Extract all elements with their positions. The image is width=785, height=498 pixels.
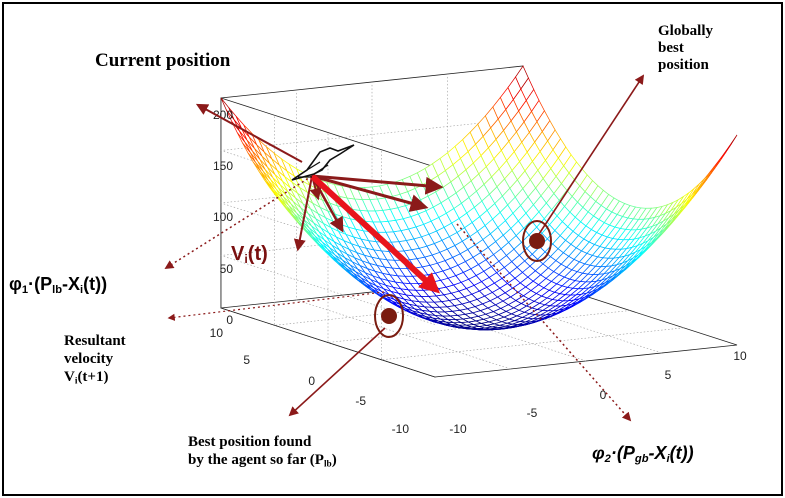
phi2-mid: ·(P xyxy=(610,443,635,463)
x-grid-1 xyxy=(371,82,587,362)
arrow-phi-gb xyxy=(311,174,444,195)
global-best-marker-dot xyxy=(529,233,545,249)
best-found-text: by the agent so far (P xyxy=(188,452,324,468)
surface-mesh xyxy=(220,65,738,331)
arrow-to-current-label xyxy=(195,103,303,163)
resultant-velocity-arrow xyxy=(309,173,441,294)
velocity-label: Vi(t) xyxy=(231,243,268,266)
resultant-sub: i xyxy=(74,376,78,387)
phi2-end: (t)) xyxy=(669,443,694,463)
arrow-down-right xyxy=(310,175,344,233)
phi1-sub: 1 xyxy=(21,283,29,296)
best-found-marker-ring xyxy=(374,294,404,338)
z-tick-3: 150 xyxy=(213,159,233,173)
z-tick-4: 200 xyxy=(213,108,233,122)
globally-best-line-3: position xyxy=(658,57,709,73)
best-found-end: ) xyxy=(331,452,337,468)
velocity-symbol: V xyxy=(231,243,245,265)
phi1-end: (t)) xyxy=(83,274,108,294)
best-found-marker-dot xyxy=(381,308,397,324)
resultant-line-1: Resultant xyxy=(64,333,126,349)
bird-agent-icon xyxy=(291,144,355,181)
y-tick-3: -5 xyxy=(355,394,366,408)
globally-best-label: Globally best position xyxy=(658,23,713,74)
best-found-line-2: by the agent so far (Plb) xyxy=(188,451,337,473)
resultant-end: (t+1) xyxy=(77,369,109,385)
arrow-right xyxy=(311,174,429,212)
resultant-line-3: Vi(t+1) xyxy=(64,368,126,390)
phi1-mid: ·(P xyxy=(28,274,53,294)
phi2-label: φ2·(Pgb-Xi(t)) xyxy=(592,443,694,465)
arrow-down xyxy=(293,175,313,252)
current-position-label: Current position xyxy=(95,50,231,71)
velocity-sub: i xyxy=(244,252,248,267)
x-tick-4: 10 xyxy=(733,349,747,363)
x-tick-3: 5 xyxy=(665,368,672,382)
y-tick-0: 10 xyxy=(210,326,224,340)
phi1-sub-i: i xyxy=(80,283,84,296)
phi1-symbol: φ xyxy=(9,274,22,294)
dotted-phi1 xyxy=(164,175,313,269)
phi1-x: -X xyxy=(62,274,81,294)
arrows xyxy=(164,74,645,422)
best-found-label: Best position found by the agent so far … xyxy=(188,433,337,473)
velocity-end: (t) xyxy=(247,243,268,265)
z-tick-2: 100 xyxy=(213,210,233,224)
arrow-best-found xyxy=(288,327,386,417)
resultant-line-2: velocity xyxy=(64,351,114,367)
best-found-sub: lb xyxy=(323,459,332,470)
phi2-symbol: φ xyxy=(592,443,605,463)
best-found-line-1: Best position found xyxy=(188,434,312,450)
x-tick-2: 0 xyxy=(600,388,607,402)
phi1-label: φ1·(Plb-Xi(t)) xyxy=(9,274,107,296)
globally-best-line-1: Globally xyxy=(658,23,714,39)
phi2-sub-i: i xyxy=(666,452,670,465)
resultant-velocity-label: Resultant velocity Vi(t+1) xyxy=(64,332,126,390)
y-tick-1: 5 xyxy=(243,353,250,367)
y-tick-4: -10 xyxy=(392,422,410,436)
mesh-cell xyxy=(220,97,235,120)
x-tick-0: -10 xyxy=(449,422,467,436)
resultant-v: V xyxy=(64,369,75,385)
globally-best-line-2: best xyxy=(658,40,684,56)
arrow-globally-best xyxy=(538,74,645,235)
phi1-sub-lb: lb xyxy=(52,283,63,296)
x-tick-1: -5 xyxy=(527,406,538,420)
phi2-x: -X xyxy=(648,443,667,463)
z-tick-1: 50 xyxy=(220,262,234,276)
dotted-resultant xyxy=(167,291,385,321)
phi2-sub-gb: gb xyxy=(634,452,649,465)
dotted-phi2 xyxy=(456,223,632,422)
y-tick-2: 0 xyxy=(308,374,315,388)
phi2-sub: 2 xyxy=(604,452,611,465)
global-best-marker-ring xyxy=(522,220,552,262)
z-tick-0: 0 xyxy=(226,313,233,327)
